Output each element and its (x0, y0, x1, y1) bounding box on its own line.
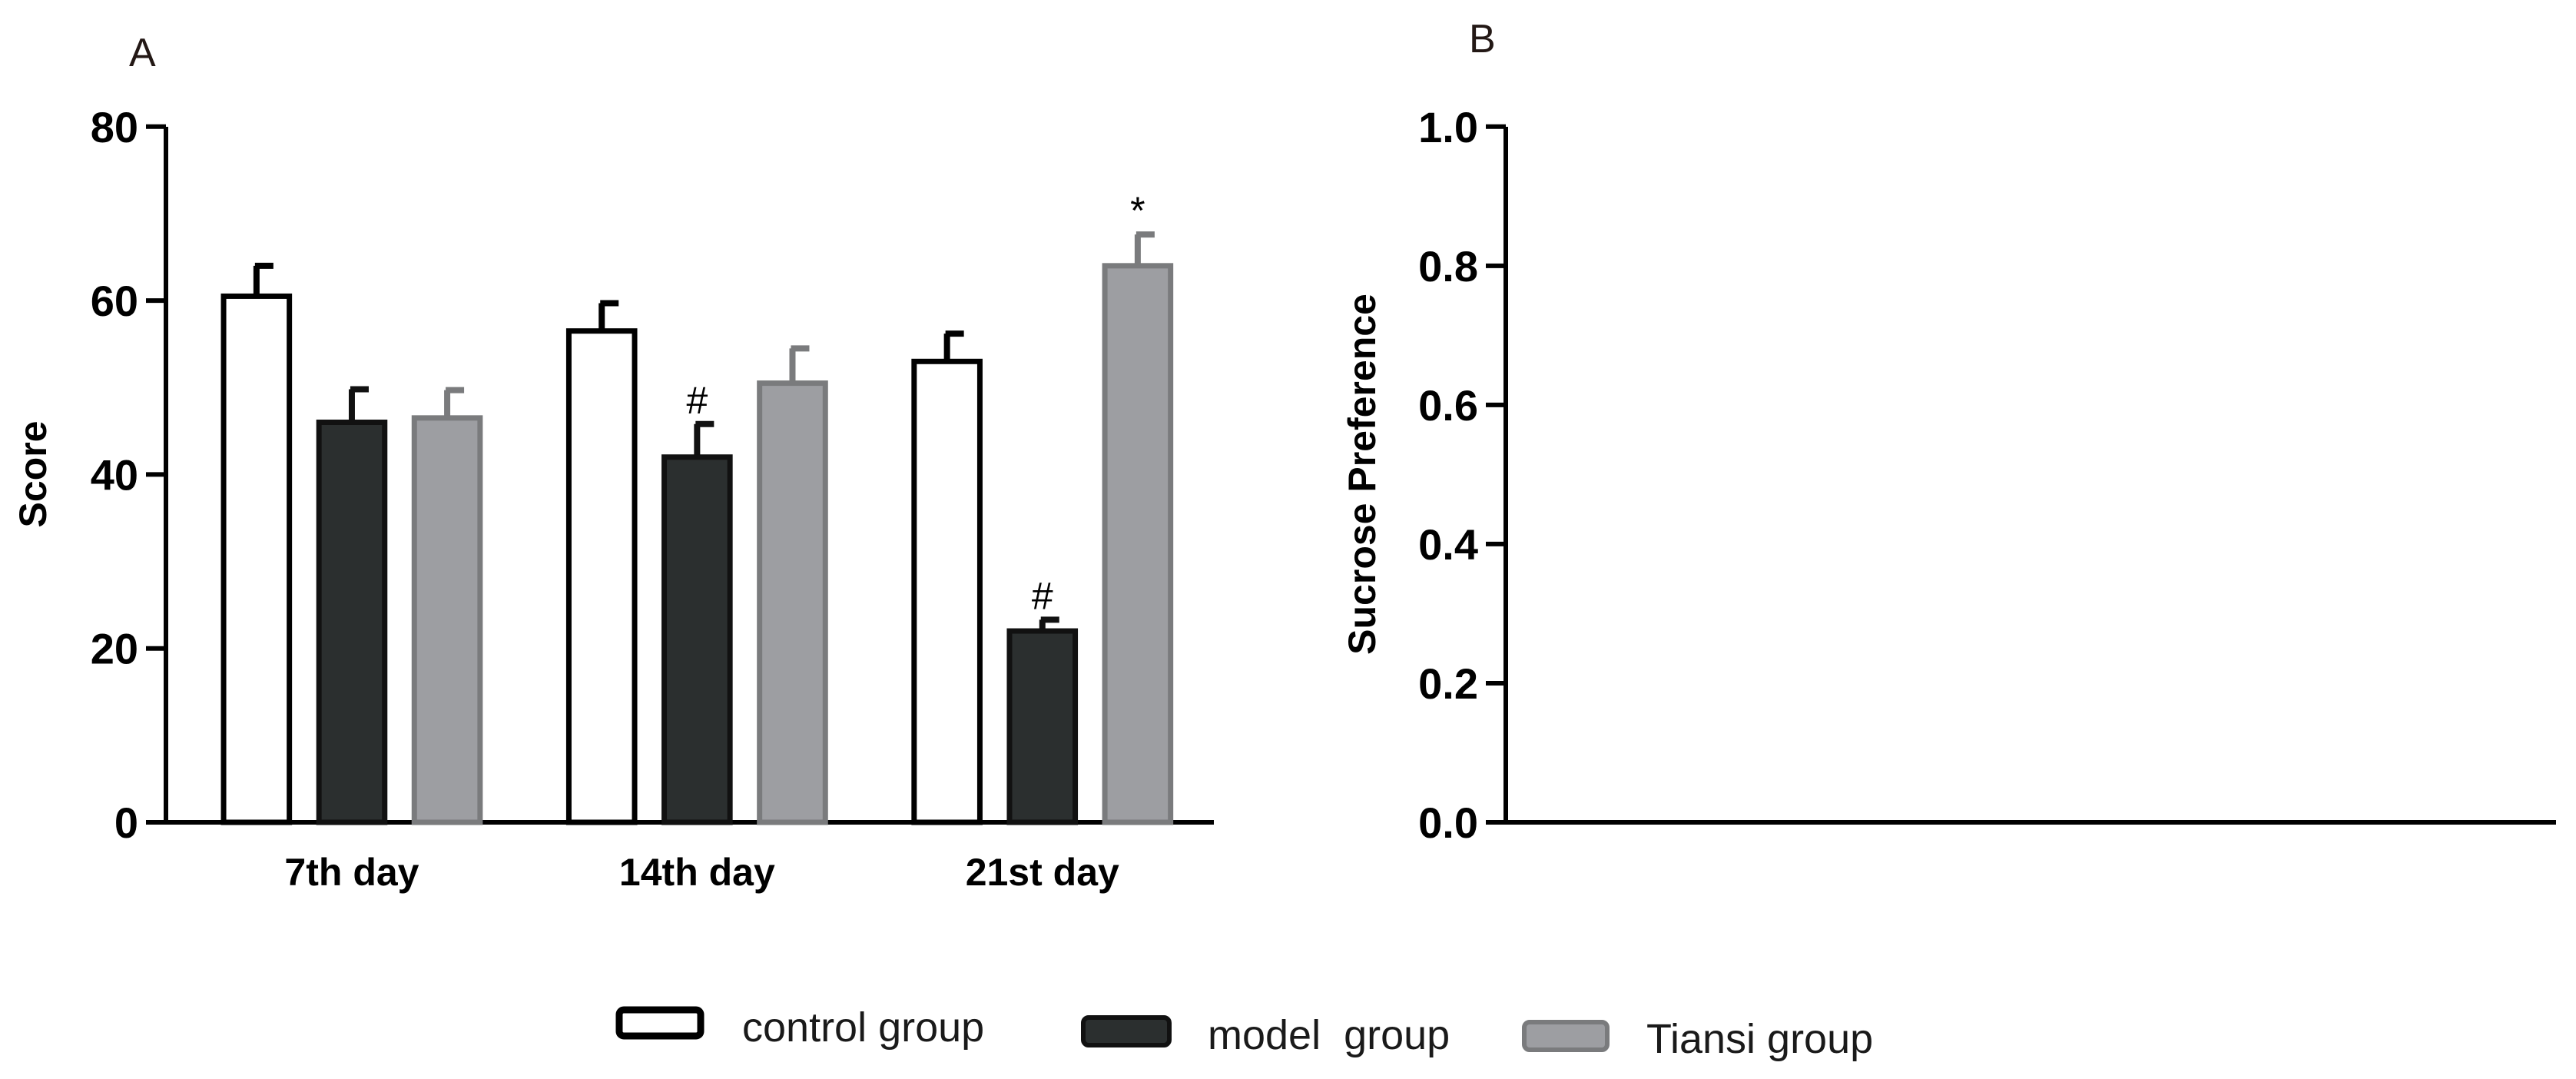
legend-label-control: control group (742, 1004, 984, 1051)
category-label: 7th day (284, 851, 419, 894)
panel-b-y-axis-title: Sucrose Preference (1341, 294, 1384, 655)
panel-b-y-tick-labels: 0.0 0.2 0.4 0.6 0.8 1.0 (1418, 103, 1478, 847)
bar (220, 293, 293, 825)
bar (1006, 628, 1079, 825)
panel-b-letter: B (1469, 17, 1496, 61)
panel-a-y-axis-title: Score (12, 421, 55, 528)
y-tick-label: 0.2 (1418, 659, 1478, 708)
legend: control group model group Tiansi group (615, 1004, 1873, 1062)
y-tick-label: 0.4 (1418, 520, 1478, 569)
bar (911, 358, 983, 825)
y-tick-label: 0.6 (1418, 381, 1478, 430)
y-tick-label: 40 (91, 450, 138, 499)
y-tick-label: 20 (91, 625, 138, 673)
legend-swatch-control (615, 1006, 705, 1040)
y-tick-label: 0.0 (1418, 798, 1478, 847)
bar (661, 454, 733, 825)
panel-a-y-ticks (146, 124, 166, 825)
category-label: 14th day (619, 851, 775, 894)
y-tick-label: 60 (91, 277, 138, 325)
y-tick-label: 0.8 (1418, 242, 1478, 290)
legend-label-tiansi: Tiansi group (1646, 1016, 1873, 1062)
bar (1102, 263, 1174, 825)
legend-item-control: control group (615, 1004, 984, 1051)
panel-a-category-labels: 7th day 14th day 21st day (284, 851, 1119, 894)
legend-item-tiansi: Tiansi group (1522, 1016, 1873, 1062)
significance-mark: # (1032, 574, 1053, 617)
legend-swatch-model (1081, 1015, 1172, 1047)
bar (565, 328, 638, 825)
panel-b-y-ticks (1486, 124, 1506, 825)
y-tick-label: 1.0 (1418, 103, 1478, 151)
panel-a-letter: A (129, 31, 156, 75)
bar (757, 380, 828, 825)
category-label: 21st day (966, 851, 1119, 894)
bar (411, 415, 483, 825)
bar (316, 419, 388, 825)
legend-item-model: model group (1081, 1012, 1450, 1058)
panel-a-bars: # # * (220, 189, 1174, 825)
legend-label-model: model group (1208, 1012, 1450, 1058)
panel-a-y-tick-labels: 0 20 40 60 80 (91, 103, 138, 847)
legend-swatch-tiansi (1522, 1020, 1610, 1052)
significance-mark: # (686, 379, 708, 422)
significance-mark: * (1130, 189, 1145, 232)
y-tick-label: 0 (114, 798, 138, 847)
y-tick-label: 80 (91, 103, 138, 151)
